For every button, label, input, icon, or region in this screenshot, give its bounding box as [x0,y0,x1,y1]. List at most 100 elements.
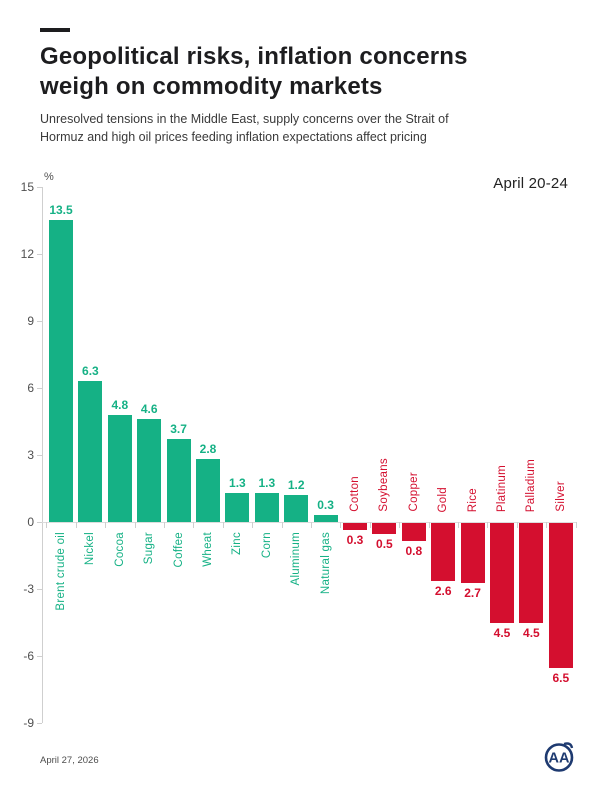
x-tick-mark [457,521,459,528]
x-tick-mark [163,521,165,528]
x-tick-mark [487,521,489,528]
bar-value-label: 2.8 [199,442,217,457]
period-label: April 20-24 [493,175,568,192]
bar-category-label: Brent crude oil [55,531,67,611]
x-tick-mark [340,521,342,528]
bar-value-label: 6.5 [552,671,570,686]
y-tick-mark [37,187,42,188]
bar-value-label: 1.3 [229,475,246,490]
bar [490,522,514,624]
bar-category-label: Zinc [231,531,244,555]
bar [254,492,279,522]
bar-category-label: Sugar [143,531,156,565]
bar [460,522,485,584]
bar-value-label: 6.3 [82,364,99,379]
bar-value-label: 4.5 [493,626,511,641]
bar-category-label: Rice [466,487,479,512]
bar-category-label: Palladium [525,458,538,512]
x-tick-mark [546,521,548,528]
y-tick-label: -6 [23,648,34,663]
page-subtitle: Unresolved tensions in the Middle East, … [40,112,449,144]
y-tick-label: 6 [27,380,34,395]
zero-baseline [42,521,576,523]
bar [78,381,103,522]
bar [548,522,573,669]
x-tick-mark [428,521,430,528]
bar [49,220,73,522]
bar [372,522,397,535]
bar-value-label: 13.5 [49,203,73,218]
page-title: Geopolitical risks, inflation concerns w… [40,42,520,102]
y-axis-line [42,187,43,723]
title-dash-decoration [40,28,70,32]
bar-category-label: Aluminum [290,531,303,586]
bar-value-label: 0.5 [376,537,393,552]
bar-value-label: 0.8 [405,543,423,558]
bar [431,522,456,582]
bar [284,495,309,522]
y-tick-label: 0 [27,514,34,529]
bar-category-label: Nickel [84,531,97,566]
y-tick-label: 15 [20,180,34,194]
x-tick-mark [46,521,48,528]
x-tick-mark [516,521,518,528]
x-tick-mark [75,521,77,528]
bar-category-label: Platinum [496,464,508,512]
bar-chart: % April 20-24 15 12 9 6 3 0 -3 -6 -9 13.5 Brent cr… [0,165,600,745]
bar-value-label: 1.3 [258,475,276,490]
bar-category-label: Cotton [349,476,361,512]
y-tick-mark [37,521,42,523]
y-tick-mark [37,320,42,322]
bar-category-label: Corn [260,531,273,559]
bar-value-label: 4.5 [523,626,540,641]
bar [196,459,220,522]
bar-value-label: 0.3 [317,498,334,513]
anadolu-agency-logo-icon: AA [542,740,576,774]
x-tick-mark [575,521,577,528]
x-tick-mark [252,521,254,528]
bar-value-label: 1.2 [287,478,305,493]
bar-category-label: Silver [554,481,567,512]
publication-date: April 27, 2026 [40,755,99,766]
bar [313,515,338,522]
y-tick-mark [37,387,42,389]
y-tick-mark [37,655,42,657]
bar [107,414,132,522]
x-tick-mark [310,521,312,528]
y-tick-label: 3 [27,447,34,462]
bar [519,522,544,624]
x-tick-mark [222,521,224,528]
bar [166,439,191,522]
bar [225,492,250,522]
bar-category-label: Copper [407,472,420,512]
y-tick-label: 12 [20,246,34,261]
bar-value-label: 2.7 [464,586,481,601]
bar-value-label: 2.6 [434,584,452,599]
bar-category-label: Natural gas [319,531,332,595]
y-tick-mark [37,253,42,255]
page-title-line2: weigh on commodity markets [40,73,383,100]
x-tick-mark [369,521,371,528]
bar-category-label: Gold [437,486,450,513]
y-tick-label: -9 [23,715,34,730]
bar-value-label: 0.3 [346,532,364,547]
x-tick-mark [281,521,283,528]
bar [401,522,426,541]
x-tick-mark [193,521,195,528]
svg-text:AA: AA [549,751,570,767]
y-tick-mark [37,722,42,724]
y-tick-label: -3 [23,581,34,596]
y-tick-mark [37,454,42,456]
y-tick-label: 9 [27,313,34,328]
bar-value-label: 4.8 [111,397,129,412]
page-title-line1: Geopolitical risks, inflation concerns [40,43,468,70]
y-tick-mark [37,588,42,590]
x-tick-mark [105,521,107,528]
x-tick-mark [399,521,401,528]
bar-category-label: Soybeans [378,458,391,512]
bar-category-label: Coffee [172,531,185,568]
bar-value-label: 3.7 [170,422,187,437]
bar [137,419,162,522]
x-tick-mark [134,521,136,528]
